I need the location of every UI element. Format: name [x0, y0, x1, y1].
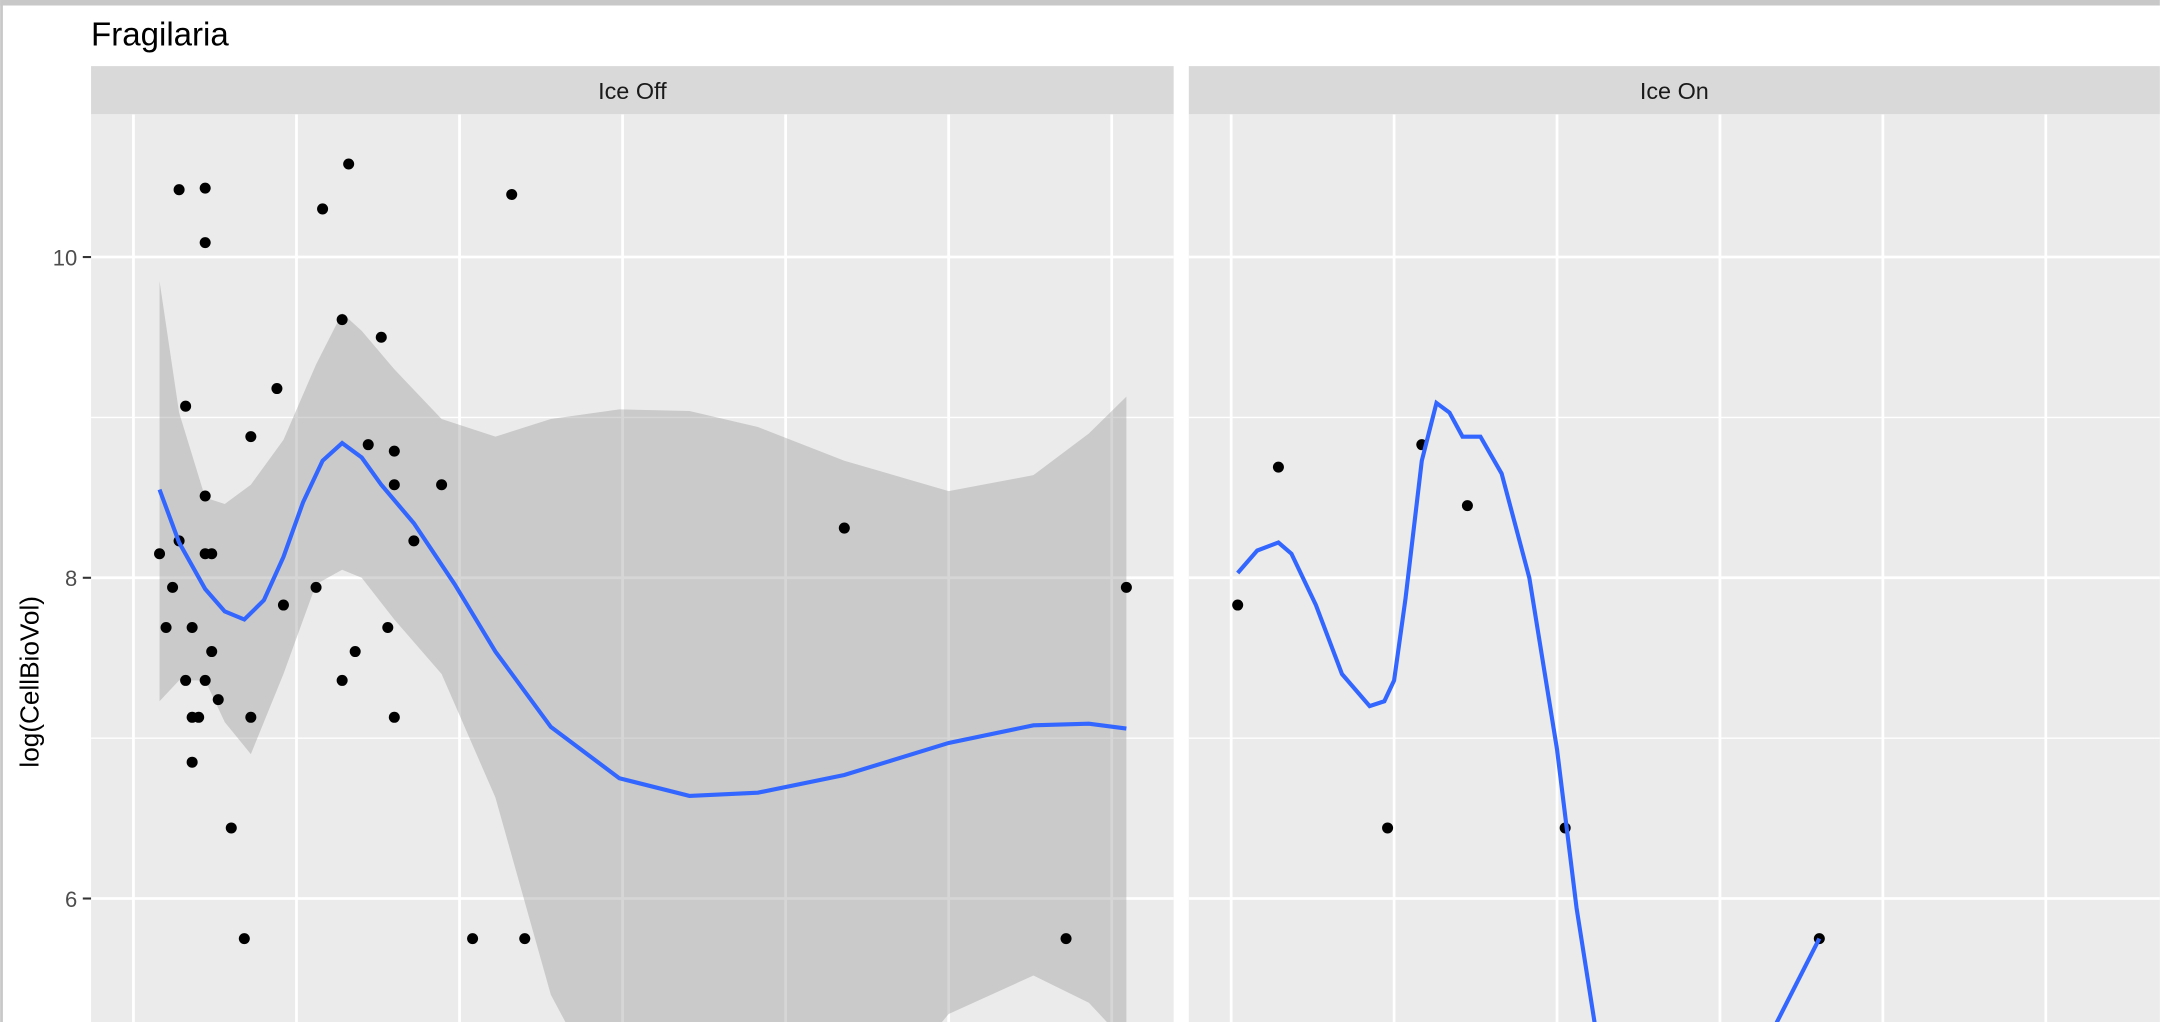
point: [212, 694, 224, 706]
window-edge: [0, 0, 3, 1022]
panel: [91, 114, 1174, 1022]
point: [245, 711, 257, 723]
point: [1060, 933, 1072, 945]
point: [277, 599, 289, 611]
smooth-line: [157, 440, 1127, 798]
strip-label: Ice On: [1640, 78, 1709, 104]
point: [436, 479, 448, 491]
point: [225, 822, 237, 834]
point: [199, 490, 211, 502]
point: [186, 756, 198, 768]
point: [180, 674, 192, 686]
point: [362, 439, 374, 451]
point: [238, 933, 250, 945]
point: [193, 711, 205, 723]
panel-background: [1188, 114, 2160, 1022]
strip: [1188, 66, 2160, 115]
point: [388, 711, 400, 723]
point: [271, 383, 283, 395]
window-edge: [0, 0, 2160, 6]
strip-label: Ice Off: [598, 78, 667, 104]
point: [206, 548, 218, 560]
panel-background: [91, 114, 1174, 1022]
point: [1461, 500, 1473, 512]
point: [206, 646, 218, 658]
point: [408, 535, 420, 547]
point: [199, 182, 211, 194]
point: [388, 445, 400, 457]
point: [336, 674, 348, 686]
y-axis-label: log(CellBioVol): [15, 596, 45, 768]
point: [1232, 599, 1244, 611]
chart-title: Fragilaria: [91, 16, 229, 53]
point: [173, 184, 185, 196]
point: [349, 646, 361, 658]
point: [186, 621, 198, 634]
y-tick-label: 6: [65, 887, 77, 912]
point: [382, 621, 394, 634]
point: [154, 548, 166, 560]
point: [1120, 581, 1132, 593]
point: [199, 674, 211, 686]
point: [519, 933, 531, 945]
point: [167, 581, 179, 593]
y-tick-label: 8: [65, 566, 77, 591]
point: [467, 933, 479, 945]
point: [310, 581, 322, 593]
point: [375, 331, 387, 343]
point: [199, 237, 211, 249]
point: [1272, 461, 1284, 473]
point: [1382, 822, 1394, 834]
point: [336, 314, 348, 326]
point: [180, 400, 192, 412]
confidence-ribbon: [159, 281, 1127, 1022]
smooth-line: [1236, 399, 1822, 1022]
point: [506, 188, 518, 201]
point: [160, 621, 172, 634]
point: [388, 479, 400, 491]
point: [838, 522, 850, 534]
point: [343, 158, 355, 170]
point: [317, 203, 329, 215]
point: [245, 431, 257, 443]
y-tick-label: 10: [53, 245, 78, 270]
strip: [91, 66, 1174, 115]
panel: [1188, 114, 2160, 1022]
